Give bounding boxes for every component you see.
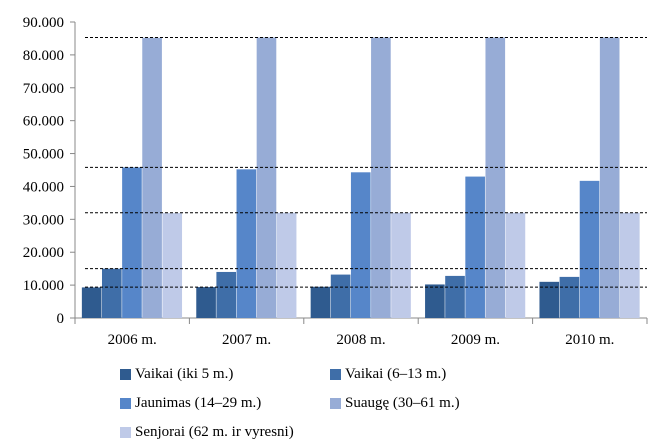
- y-tick-label: 90.000: [23, 15, 64, 31]
- x-tick-label: 2007 m.: [222, 332, 271, 348]
- bar: [101, 268, 122, 318]
- bar: [620, 212, 640, 318]
- bar: [256, 37, 277, 319]
- bar: [559, 276, 580, 318]
- bar: [162, 213, 183, 318]
- bar: [216, 271, 237, 318]
- y-tick-label: 20.000: [23, 245, 64, 261]
- bar: [371, 37, 391, 319]
- y-tick-label: 30.000: [23, 212, 64, 228]
- x-tick-label: 2010 m.: [565, 332, 614, 348]
- bar: [350, 172, 371, 318]
- reference-lines: [85, 36, 647, 288]
- bar: [236, 169, 257, 318]
- bar: [330, 274, 351, 318]
- axis-labels: 0 10.000 20.000 30.000 40.000 50.000 60.000 70.…: [23, 15, 615, 348]
- y-tick-label: 0: [57, 311, 65, 327]
- x-tick-label: 2009 m.: [451, 332, 500, 348]
- bar: [539, 281, 560, 318]
- bar: [485, 37, 506, 319]
- bar: [599, 37, 620, 319]
- bar: [425, 284, 445, 318]
- x-tick-label: 2006 m.: [108, 332, 157, 348]
- y-tick-label: 10.000: [23, 278, 64, 294]
- bar: [196, 287, 216, 318]
- bar: [391, 212, 411, 318]
- y-tick-label: 70.000: [23, 81, 64, 97]
- bar: [505, 212, 526, 318]
- bar: [142, 37, 162, 318]
- bar: [122, 167, 142, 318]
- y-tick-label: 40.000: [23, 179, 64, 195]
- bar: [465, 176, 485, 318]
- bar: [276, 212, 297, 318]
- bar: [310, 286, 331, 318]
- y-tick-label: 80.000: [23, 48, 64, 64]
- bar: [579, 180, 600, 318]
- bars: [81, 37, 640, 319]
- bar: [445, 275, 465, 318]
- bar: [81, 287, 102, 318]
- y-tick-label: 50.000: [23, 147, 64, 163]
- x-tick-label: 2008 m.: [336, 332, 385, 348]
- y-tick-label: 60.000: [23, 114, 64, 130]
